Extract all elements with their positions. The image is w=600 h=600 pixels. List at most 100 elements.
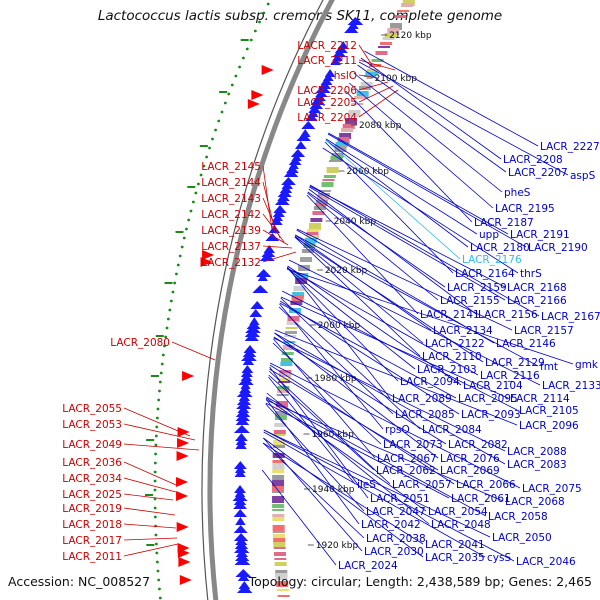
left-label-line <box>262 251 297 263</box>
feature-block <box>272 531 285 533</box>
left-label-line <box>358 89 399 118</box>
gc-dot <box>157 398 161 402</box>
gc-dot <box>153 461 157 465</box>
topology-text: Topology: circular; Length: 2,438,589 bp… <box>248 574 592 589</box>
gc-dot <box>158 587 161 591</box>
right-gene-label: LACR_2176 <box>462 254 522 266</box>
right-gene-label: thrS <box>520 268 542 280</box>
gc-dot <box>214 128 217 132</box>
feature-block <box>369 64 382 67</box>
feature-block <box>272 486 285 491</box>
gc-dot <box>161 353 165 357</box>
forward-gene-arrow <box>182 371 195 381</box>
gc-dot <box>191 200 195 204</box>
reverse-gene-arrow <box>233 525 248 533</box>
gc-dot <box>153 515 157 519</box>
right-gene-label: LACR_2042 <box>361 519 421 531</box>
left-gene-label: LACR_2017 <box>62 535 122 547</box>
right-gene-label: LACR_2069 <box>440 465 500 477</box>
feature-block <box>280 362 293 366</box>
reverse-gene-arrow <box>250 301 265 309</box>
left-gene-label: LACR_2139 <box>201 225 261 237</box>
gc-dot <box>155 560 159 564</box>
left-gene-label: LACR_2053 <box>62 419 122 431</box>
reverse-gene-arrow <box>301 121 316 129</box>
feature-block <box>274 558 287 560</box>
right-label-line <box>295 234 539 367</box>
feature-block <box>341 128 354 132</box>
feature-block <box>276 401 289 408</box>
reverse-gene-arrow <box>235 517 246 525</box>
left-gene-label: LACR_2049 <box>62 439 122 451</box>
gc-dot <box>154 533 158 537</box>
right-gene-label: gmk <box>575 359 599 371</box>
gc-dot <box>211 137 214 141</box>
feature-block <box>295 278 308 284</box>
left-label-line <box>358 85 394 103</box>
backbone-inner-arc <box>201 0 324 600</box>
right-label-line <box>278 306 394 415</box>
feature-block <box>300 257 313 262</box>
left-gene-label: LACR_2145 <box>201 161 261 173</box>
feature-block <box>390 23 403 30</box>
right-label-line <box>327 133 527 248</box>
left-label-line <box>123 407 191 437</box>
gc-dot <box>220 110 224 114</box>
right-gene-label: LACR_2195 <box>495 203 555 215</box>
feature-block <box>272 496 285 503</box>
feature-block <box>375 51 388 55</box>
right-label-line <box>268 374 375 471</box>
right-label-line <box>286 267 416 370</box>
reverse-gene-arrow <box>257 273 268 281</box>
right-label-line <box>324 141 454 274</box>
gc-dot <box>253 29 257 33</box>
feature-block <box>286 321 299 325</box>
reverse-gene-arrow <box>243 345 257 353</box>
feature-block <box>285 327 298 329</box>
left-gene-label: LACR_2144 <box>201 177 261 189</box>
right-gene-label: LACR_2159 <box>447 282 507 294</box>
reverse-gene-arrow <box>332 49 346 57</box>
right-gene-label: LACR_2096 <box>519 420 579 432</box>
right-gene-label: LACR_2227 <box>540 141 600 153</box>
feature-block <box>272 480 285 486</box>
gc-dot <box>154 542 158 546</box>
kbp-tick-label: 1960 kbp <box>311 430 354 440</box>
reverse-gene-arrow <box>256 269 272 277</box>
reverse-gene-arrow <box>233 501 247 509</box>
right-label-line <box>266 397 427 512</box>
feature-block <box>272 469 285 473</box>
reverse-gene-arrow <box>315 85 331 93</box>
gc-mark <box>145 494 154 496</box>
reverse-gene-arrow <box>288 157 302 165</box>
feature-block <box>276 581 289 587</box>
gc-dot <box>153 470 157 474</box>
feature-block <box>345 118 358 125</box>
reverse-gene-arrow <box>233 497 247 505</box>
feature-block <box>272 517 285 521</box>
right-gene-label: aspS <box>570 170 596 182</box>
right-label-line <box>281 290 518 411</box>
gc-dot <box>160 362 164 366</box>
right-label-line <box>266 396 487 517</box>
gc-dot <box>169 299 173 303</box>
right-label-line <box>263 437 363 552</box>
reverse-gene-arrow <box>235 413 250 421</box>
right-gene-label: LACR_2191 <box>510 229 570 241</box>
gc-dot <box>182 236 186 240</box>
reverse-gene-arrow <box>235 417 250 425</box>
kbp-tick-label: 2040 kbp <box>334 217 377 227</box>
right-label-line <box>265 399 504 502</box>
right-gene-label: LACR_2050 <box>492 532 552 544</box>
reverse-gene-arrow <box>235 569 252 577</box>
backbone-arc <box>207 0 335 600</box>
feature-block <box>387 28 400 35</box>
right-gene-label: LACR_2093 <box>461 409 521 421</box>
gc-dot <box>180 245 184 249</box>
gc-dot <box>163 344 166 348</box>
reverse-gene-arrow <box>242 357 255 365</box>
gc-dot <box>155 425 159 429</box>
reverse-gene-arrow <box>236 401 252 409</box>
forward-gene-arrow <box>176 522 189 532</box>
reverse-gene-arrow <box>281 177 296 185</box>
